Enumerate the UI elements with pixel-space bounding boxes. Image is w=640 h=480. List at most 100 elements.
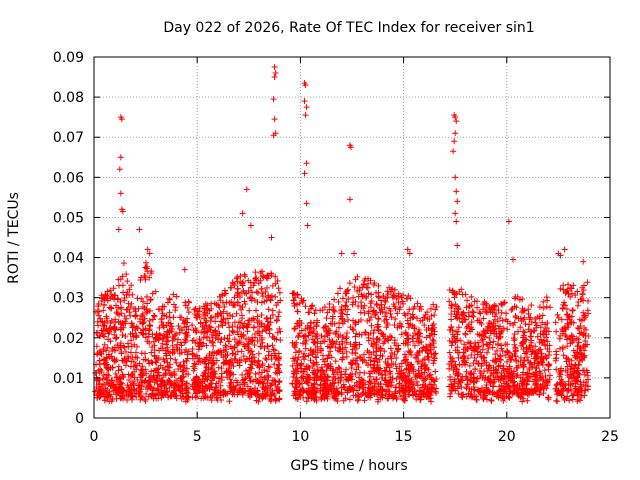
- data-point: [202, 312, 209, 319]
- data-point: [142, 264, 149, 271]
- data-point: [291, 370, 298, 377]
- data-point: [520, 332, 527, 339]
- data-point: [394, 310, 401, 317]
- data-point: [526, 365, 533, 372]
- data-point: [391, 351, 398, 358]
- y-tick-label: 0.08: [53, 90, 84, 106]
- data-point: [527, 342, 534, 349]
- data-point: [253, 274, 260, 281]
- data-point: [156, 331, 163, 338]
- data-point: [477, 373, 484, 380]
- data-point: [152, 288, 159, 295]
- data-point: [463, 304, 470, 311]
- data-point: [263, 315, 270, 322]
- data-point: [317, 347, 324, 354]
- data-point: [195, 358, 202, 365]
- data-point: [226, 332, 233, 339]
- data-point: [448, 342, 455, 349]
- data-point: [467, 328, 474, 335]
- data-point: [232, 351, 239, 358]
- data-point: [519, 340, 526, 347]
- data-point: [581, 354, 588, 361]
- data-point: [94, 329, 101, 336]
- data-point: [92, 370, 99, 377]
- data-point: [368, 314, 375, 321]
- data-point: [469, 312, 476, 319]
- data-point: [465, 339, 472, 346]
- data-point: [121, 344, 128, 351]
- data-point: [257, 270, 264, 277]
- data-point: [500, 300, 507, 307]
- data-point: [123, 315, 130, 322]
- data-point: [346, 280, 353, 287]
- data-point: [414, 300, 421, 307]
- data-point: [492, 366, 499, 373]
- data-point: [260, 384, 267, 391]
- data-point: [296, 347, 303, 354]
- data-point: [427, 333, 434, 340]
- data-point: [518, 390, 525, 397]
- data-point: [203, 317, 210, 324]
- data-point: [453, 188, 460, 195]
- data-point: [218, 365, 225, 372]
- data-point: [240, 353, 247, 360]
- data-point: [208, 331, 215, 338]
- data-point: [250, 282, 257, 289]
- data-point: [485, 320, 492, 327]
- data-point: [537, 336, 544, 343]
- data-point: [514, 382, 521, 389]
- data-point: [139, 378, 146, 385]
- data-point: [329, 367, 336, 374]
- data-point: [433, 303, 440, 310]
- data-point: [421, 369, 428, 376]
- data-point: [406, 349, 413, 356]
- data-point: [410, 313, 417, 320]
- data-point: [573, 335, 580, 342]
- data-point: [139, 320, 146, 327]
- data-point: [252, 269, 259, 276]
- data-point: [117, 380, 124, 387]
- data-point: [486, 334, 493, 341]
- data-point: [384, 360, 391, 367]
- data-point: [349, 370, 356, 377]
- data-point: [153, 355, 160, 362]
- data-point: [333, 338, 340, 345]
- data-point: [144, 300, 151, 307]
- data-point: [540, 304, 547, 311]
- data-point: [321, 395, 328, 402]
- data-point: [357, 354, 364, 361]
- data-point: [117, 298, 124, 305]
- data-point: [352, 341, 359, 348]
- data-point: [489, 344, 496, 351]
- data-point: [272, 273, 279, 280]
- data-point: [290, 296, 297, 303]
- data-point: [251, 323, 258, 330]
- data-point: [276, 325, 283, 332]
- data-point: [426, 316, 433, 323]
- data-point: [466, 325, 473, 332]
- data-point: [138, 367, 145, 374]
- data-point: [346, 196, 353, 203]
- data-point: [225, 319, 232, 326]
- data-point: [256, 323, 263, 330]
- data-point: [543, 294, 550, 301]
- data-point: [116, 166, 123, 173]
- data-point: [266, 326, 273, 333]
- data-point: [215, 364, 222, 371]
- data-point: [97, 366, 104, 373]
- data-point: [321, 385, 328, 392]
- data-point: [149, 359, 156, 366]
- data-point: [269, 307, 276, 314]
- x-tick-label: 15: [395, 429, 413, 445]
- data-point: [106, 353, 113, 360]
- data-point: [268, 352, 275, 359]
- data-point: [576, 388, 583, 395]
- data-point: [301, 356, 308, 363]
- data-point: [430, 320, 437, 327]
- data-point: [171, 368, 178, 375]
- data-point: [493, 347, 500, 354]
- data-point: [396, 363, 403, 370]
- data-point: [118, 366, 125, 373]
- data-point: [474, 331, 481, 338]
- data-point: [256, 363, 263, 370]
